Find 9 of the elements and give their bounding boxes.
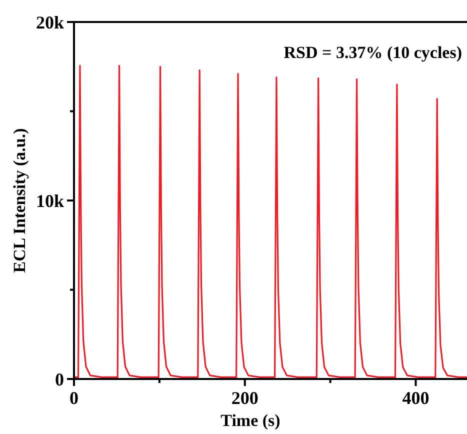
x-tick-label: 200 [231, 388, 258, 408]
y-tick-label: 20k [36, 12, 64, 32]
y-tick-label: 10k [36, 190, 64, 211]
x-axis-title: Time (s) [220, 411, 280, 430]
annotation: RSD = 3.37% (10 cycles) [284, 43, 462, 62]
x-tick-label: 0 [70, 388, 78, 408]
y-axis-title: ECL Intensity (a.u.) [10, 128, 29, 273]
y-tick-label: 0 [55, 369, 64, 390]
x-tick-label: 400 [402, 388, 430, 408]
